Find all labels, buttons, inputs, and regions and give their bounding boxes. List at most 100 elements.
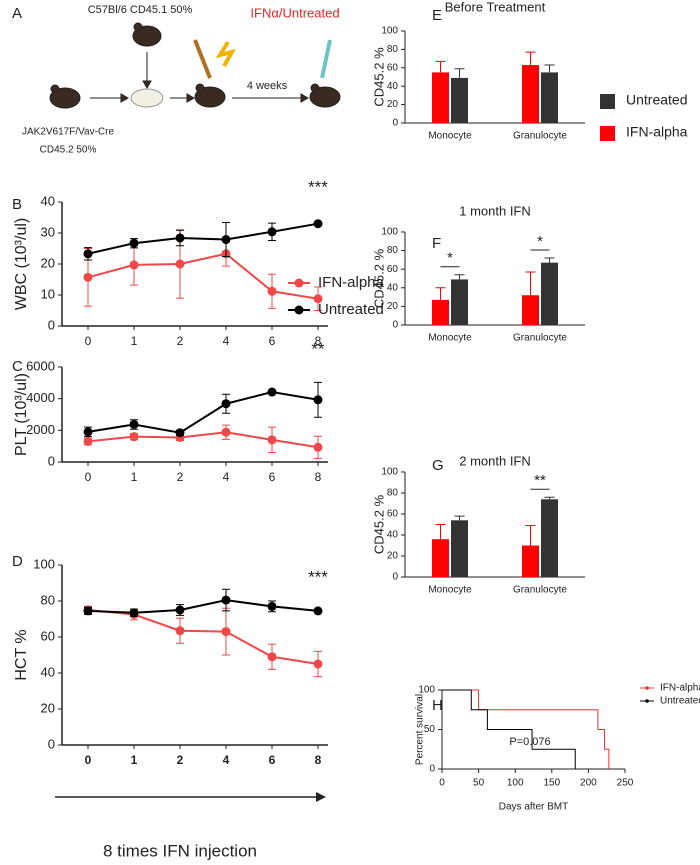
bar xyxy=(432,299,449,325)
y-tick-label: 80 xyxy=(387,245,399,256)
y-axis-label: CD45.2 % xyxy=(371,248,386,308)
bar xyxy=(522,65,539,123)
point xyxy=(221,235,231,245)
annotation: * xyxy=(537,233,543,250)
legend-marker xyxy=(645,686,649,690)
panel-letter: H xyxy=(432,697,443,714)
error-bar xyxy=(435,524,446,540)
point xyxy=(175,428,185,438)
y-tick-label: 20 xyxy=(41,700,55,715)
y-tick-label: 20 xyxy=(387,301,399,312)
annotation: P=0.076 xyxy=(509,736,550,748)
legend-swatch xyxy=(600,126,615,141)
y-tick-label: 60 xyxy=(387,62,399,73)
point xyxy=(313,606,323,616)
x-tick-label: 200 xyxy=(580,778,597,789)
point xyxy=(175,259,185,269)
y-tick-label: 0 xyxy=(48,317,55,332)
x-tick-label: 0 xyxy=(85,334,92,348)
x-tick-label: Granulocyte xyxy=(513,333,567,344)
y-axis-label: PLT (10³/ul) xyxy=(13,373,30,456)
x-tick-label: 2 xyxy=(177,753,184,767)
point xyxy=(221,627,231,637)
annotation: ** xyxy=(311,339,325,358)
point xyxy=(267,286,277,296)
arrow-head xyxy=(120,93,130,103)
panel-letter: C xyxy=(12,358,23,375)
line xyxy=(87,222,319,255)
y-tick-label: 40 xyxy=(387,530,399,541)
legend-label: IFN-alpha xyxy=(626,124,688,140)
panel-letter: G xyxy=(432,457,444,474)
line xyxy=(87,390,319,434)
legend-label: Untreated xyxy=(318,301,384,318)
legend-label: IFN-alpha xyxy=(660,683,700,694)
mouse xyxy=(309,86,341,108)
x-tick-label: 1 xyxy=(131,334,138,348)
x-tick-label: Monocyte xyxy=(428,131,472,142)
bar xyxy=(451,77,468,123)
y-tick-label: 60 xyxy=(387,264,399,275)
donor-label: C57Bl/6 CD45.1 50% xyxy=(88,4,193,16)
panel-letter: A xyxy=(12,5,22,22)
recipient-share: CD45.2 50% xyxy=(40,145,97,156)
dish xyxy=(130,88,164,108)
y-tick-label: 60 xyxy=(387,509,399,520)
point xyxy=(83,606,93,616)
mouse xyxy=(194,86,226,108)
x-tick-label: 0 xyxy=(439,778,445,789)
y-tick-label: 0 xyxy=(392,320,398,331)
point xyxy=(221,595,231,605)
y-axis-label: CD45.2 % xyxy=(371,494,386,554)
point xyxy=(129,419,139,429)
bar xyxy=(541,499,558,577)
y-tick-label: 60 xyxy=(41,628,55,643)
bar xyxy=(432,72,449,123)
x-tick-label: 2 xyxy=(177,470,184,484)
point xyxy=(221,399,231,409)
point xyxy=(175,626,185,636)
x-axis-label: Days after BMT xyxy=(499,802,568,813)
x-tick-label: Granulocyte xyxy=(513,585,567,596)
y-axis-label: Percent survival xyxy=(415,694,426,765)
x-tick-label: 4 xyxy=(223,334,230,348)
error-bar xyxy=(544,496,555,500)
point xyxy=(267,387,277,397)
panel-letter: D xyxy=(12,553,23,570)
mouse-ear xyxy=(50,84,60,94)
y-tick-label: 40 xyxy=(41,664,55,679)
bar xyxy=(432,539,449,577)
legend-label: Untreated xyxy=(660,696,700,707)
x-tick-label: 2 xyxy=(177,334,184,348)
x-tick-label: 50 xyxy=(473,778,485,789)
duration-label: 4 weeks xyxy=(247,80,288,92)
y-tick-label: 0 xyxy=(392,118,398,129)
point xyxy=(313,294,323,304)
line xyxy=(87,431,319,449)
x-tick-label: Monocyte xyxy=(428,333,472,344)
point xyxy=(175,233,185,243)
x-tick-label: 100 xyxy=(507,778,524,789)
point xyxy=(267,652,277,662)
syringe xyxy=(193,39,212,79)
x-tick-label: 6 xyxy=(269,470,276,484)
mouse-ear xyxy=(195,83,205,93)
y-tick-label: 40 xyxy=(387,282,399,293)
y-tick-label: 40 xyxy=(387,81,399,92)
syringe xyxy=(320,39,332,79)
bar xyxy=(541,262,558,325)
x-tick-label: Monocyte xyxy=(428,585,472,596)
y-tick-label: 0 xyxy=(392,572,398,583)
y-tick-label: 20 xyxy=(387,99,399,110)
x-tick-label: 0 xyxy=(85,470,92,484)
annotation: *** xyxy=(308,567,328,586)
x-tick-label: 1 xyxy=(131,753,138,767)
radiation xyxy=(215,40,237,67)
time-arrow-head xyxy=(316,792,326,802)
mouse-ear xyxy=(310,83,320,93)
error-bar xyxy=(454,515,465,521)
point xyxy=(83,427,93,437)
bar xyxy=(541,72,558,123)
error-bar xyxy=(454,68,465,78)
